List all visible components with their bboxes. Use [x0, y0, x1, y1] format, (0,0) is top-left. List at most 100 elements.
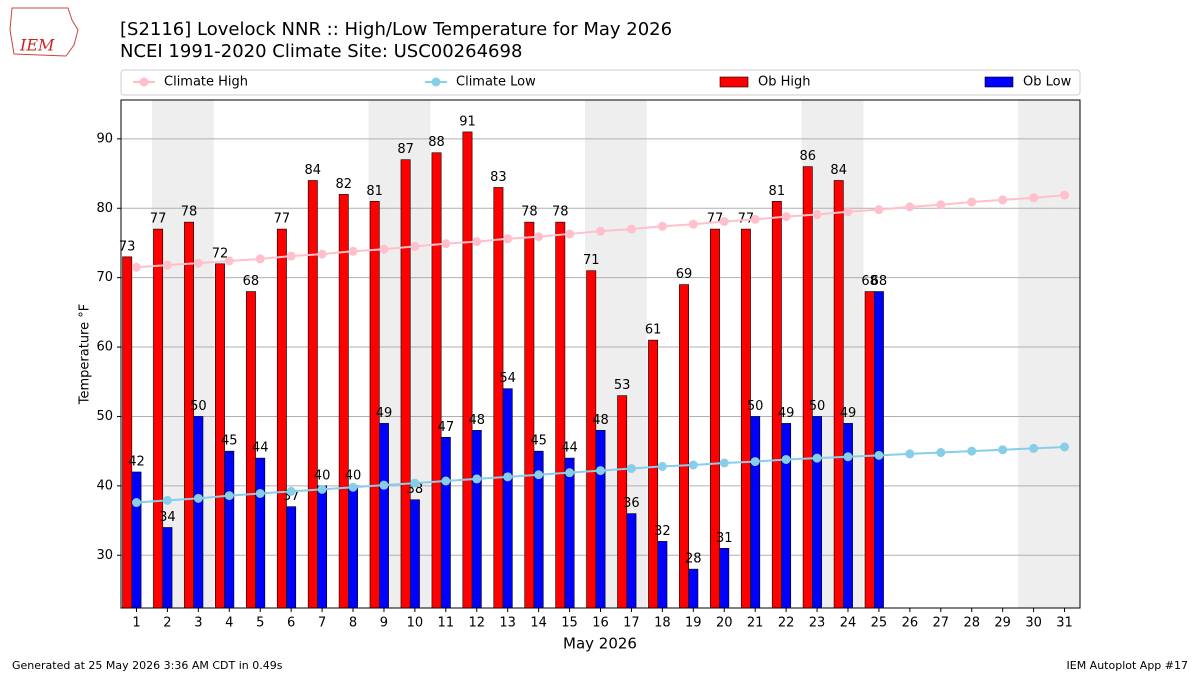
- data-label: 49: [778, 406, 795, 421]
- x-tick-label: 30: [1025, 616, 1042, 631]
- x-tick-label: 4: [225, 616, 233, 631]
- data-label: 50: [809, 399, 826, 414]
- line-marker: [441, 476, 451, 486]
- x-tick-label: 26: [902, 616, 919, 631]
- bar: [586, 270, 597, 609]
- line-marker: [750, 457, 760, 467]
- line-marker: [688, 219, 698, 229]
- bar: [348, 485, 358, 609]
- legend-marker: [139, 77, 149, 87]
- line-marker: [812, 210, 822, 220]
- line-marker: [317, 484, 327, 494]
- line-marker: [750, 214, 760, 224]
- data-label: 91: [459, 114, 476, 129]
- line-marker: [565, 229, 575, 239]
- data-label: 44: [561, 441, 578, 456]
- data-label: 45: [530, 434, 547, 449]
- line-marker: [967, 197, 977, 207]
- bar: [524, 221, 535, 609]
- bar: [286, 506, 297, 609]
- line-marker: [657, 461, 667, 471]
- data-label: 48: [468, 413, 485, 428]
- line-marker: [688, 460, 698, 470]
- x-tick-label: 29: [994, 616, 1011, 631]
- data-label: 42: [128, 454, 145, 469]
- data-label: 78: [181, 205, 198, 220]
- bar: [369, 201, 380, 609]
- line-marker: [286, 251, 296, 261]
- x-tick-label: 5: [256, 616, 264, 631]
- x-tick-label: 17: [623, 616, 640, 631]
- y-tick-label: 80: [96, 201, 113, 216]
- bar: [317, 485, 328, 609]
- data-label: 44: [252, 441, 269, 456]
- data-label: 49: [376, 406, 393, 421]
- x-tick-label: 21: [747, 616, 764, 631]
- bar: [648, 339, 659, 609]
- y-axis-label: Temperature °F: [78, 304, 93, 405]
- line-marker: [843, 452, 853, 462]
- bar: [440, 436, 451, 609]
- data-label: 81: [769, 184, 786, 199]
- legend-label: Climate High: [164, 75, 248, 90]
- legend-swatch: [984, 76, 1014, 88]
- data-label: 40: [314, 468, 331, 483]
- x-tick-label: 31: [1056, 616, 1073, 631]
- data-label: 50: [190, 399, 207, 414]
- line-marker: [348, 246, 358, 256]
- x-tick-label: 19: [685, 616, 702, 631]
- data-label: 84: [305, 163, 322, 178]
- bar: [255, 457, 266, 609]
- x-tick-label: 8: [349, 616, 357, 631]
- bar: [409, 499, 420, 609]
- line-marker: [596, 226, 605, 236]
- y-tick-label: 50: [96, 409, 113, 424]
- logo-text: IEM: [19, 36, 55, 55]
- legend-label: Climate Low: [456, 75, 536, 90]
- logo: IEM: [9, 7, 79, 57]
- bar: [502, 388, 513, 609]
- bar: [379, 423, 389, 609]
- bar: [688, 568, 699, 609]
- data-label: 77: [150, 212, 167, 227]
- line-marker: [441, 239, 451, 249]
- bar: [740, 228, 751, 609]
- line-marker: [967, 446, 977, 456]
- data-label: 45: [221, 434, 238, 449]
- x-tick-label: 14: [530, 616, 547, 631]
- line-marker: [812, 453, 822, 463]
- bar: [122, 256, 133, 609]
- y-tick-label: 40: [96, 478, 113, 493]
- line-marker: [193, 493, 203, 503]
- bar: [224, 450, 235, 609]
- y-tick-label: 90: [96, 131, 113, 146]
- y-tick-label: 70: [96, 270, 113, 285]
- line-marker: [1060, 190, 1070, 200]
- bar: [307, 180, 318, 609]
- line-marker: [936, 448, 946, 458]
- x-tick-label: 23: [809, 616, 826, 631]
- line-marker: [534, 232, 544, 242]
- x-tick-label: 3: [194, 616, 202, 631]
- x-tick-label: 25: [871, 616, 888, 631]
- data-label: 61: [645, 323, 662, 338]
- x-tick-label: 2: [163, 616, 171, 631]
- line-marker: [224, 491, 234, 501]
- x-tick-label: 22: [778, 616, 795, 631]
- line-marker: [472, 237, 482, 247]
- line-marker: [162, 495, 172, 505]
- line-marker: [131, 262, 141, 272]
- x-tick-label: 10: [407, 616, 424, 631]
- bar: [864, 291, 875, 609]
- line-marker: [781, 454, 791, 464]
- bar: [276, 228, 287, 609]
- line-marker: [348, 482, 358, 492]
- line-marker: [503, 234, 513, 244]
- data-label: 48: [592, 413, 609, 428]
- data-label: 49: [840, 406, 857, 421]
- data-label: 40: [345, 468, 362, 483]
- x-tick-label: 27: [933, 616, 950, 631]
- line-marker: [565, 468, 575, 478]
- legend-swatch: [719, 76, 749, 88]
- line-marker: [162, 260, 172, 270]
